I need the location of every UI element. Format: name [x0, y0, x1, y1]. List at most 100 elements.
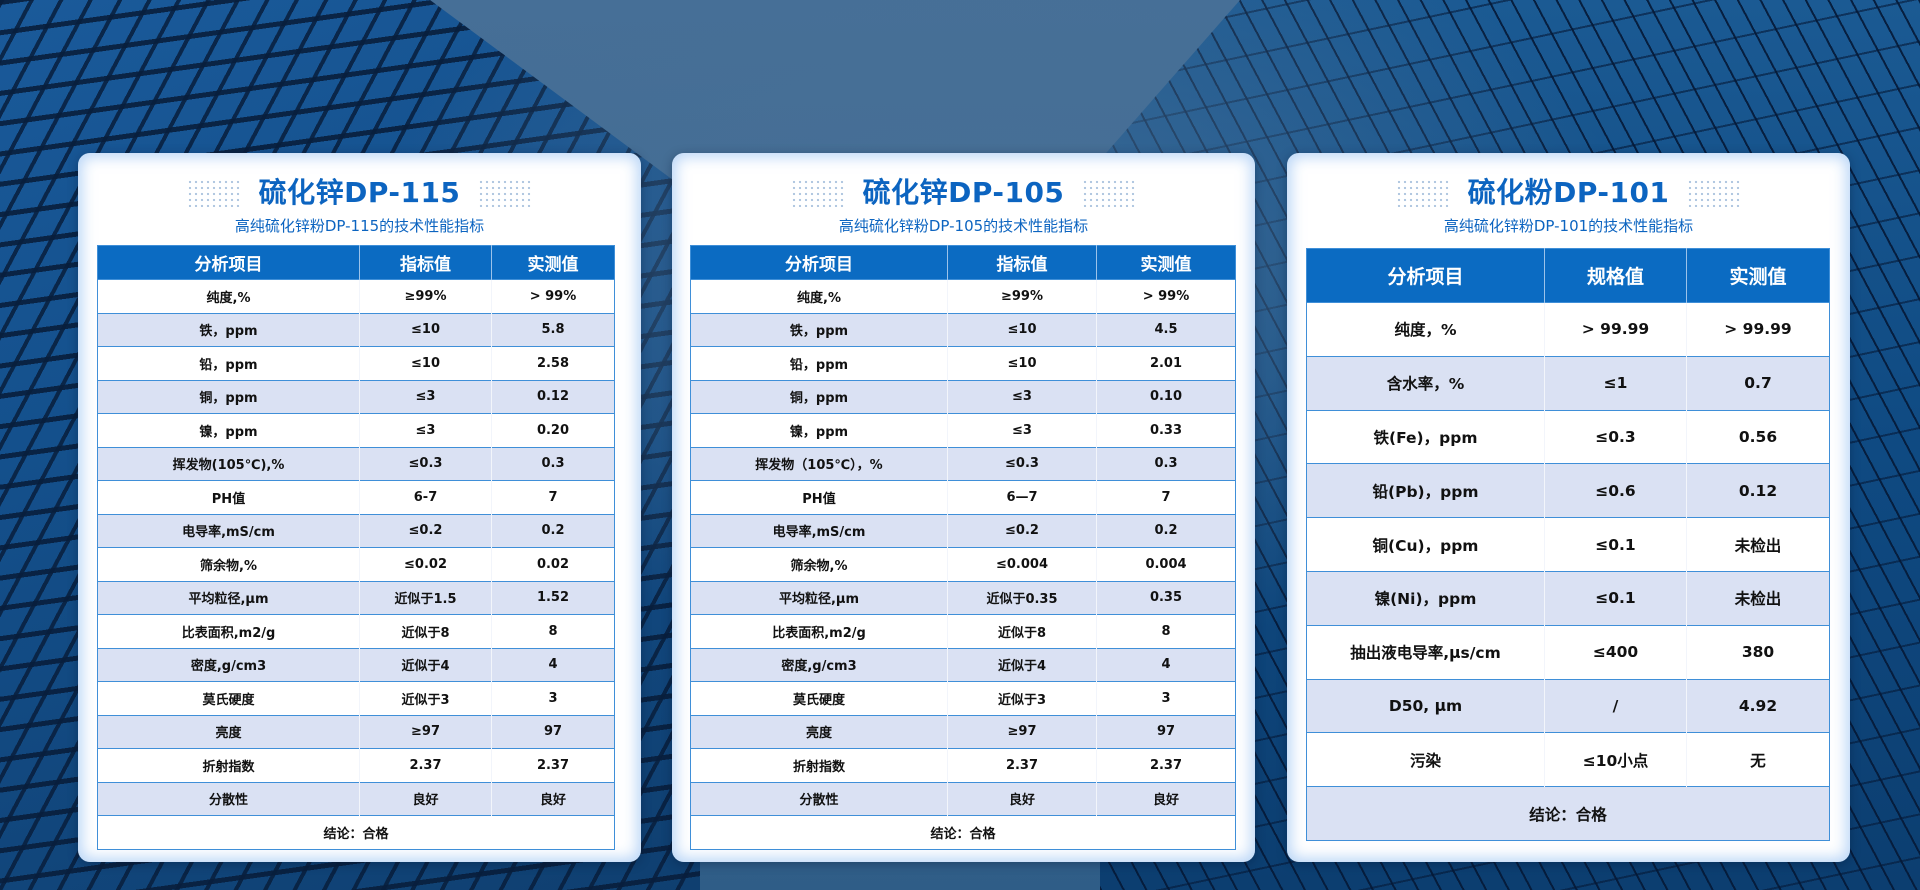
- table-row: PH值 6—7 7: [690, 480, 1236, 514]
- item-cell: 平均粒径,μm: [97, 580, 360, 615]
- measured-value-cell: 0.10: [1096, 379, 1236, 414]
- item-cell: 挥发物(105℃),%: [97, 446, 360, 481]
- item-cell: 铅，ppm: [97, 346, 360, 380]
- table-header-row: 分析项目 指标值 实测值: [97, 245, 615, 280]
- spec-value-cell: ≤10: [359, 346, 492, 380]
- measured-value-cell: 0.7: [1686, 355, 1830, 411]
- measured-value-cell: 良好: [491, 781, 615, 816]
- table-row: 亮度 ≥97 97: [690, 714, 1236, 749]
- table-row: 亮度 ≥97 97: [97, 714, 615, 749]
- table-row: 铅，ppm ≤10 2.01: [690, 346, 1236, 380]
- item-cell: 密度,g/cm3: [97, 647, 360, 682]
- item-cell: 铅(Pb)，ppm: [1306, 463, 1545, 518]
- conclusion-cell: 结论：合格: [97, 815, 615, 849]
- spec-value-cell: ≤0.2: [359, 513, 492, 548]
- table-row: 铜，ppm ≤3 0.10: [690, 379, 1236, 414]
- spec-value-cell: 2.37: [947, 748, 1097, 782]
- conclusion-row: 结论：合格: [1306, 786, 1830, 841]
- measured-value-cell: 0.56: [1686, 409, 1830, 464]
- card-title: 硫化锌DP-115: [258, 176, 461, 209]
- spec-card-dp115: 硫化锌DP-115 高纯硫化锌粉DP-115的技术性能指标 分析项目 指标值 实测值…: [78, 153, 641, 862]
- conclusion-row: 结论：合格: [690, 815, 1236, 849]
- table-row: 铁(Fe)，ppm ≤0.3 0.56: [1306, 409, 1830, 464]
- measured-value-cell: 2.37: [1096, 748, 1236, 782]
- column-header: 实测值: [491, 245, 615, 280]
- spec-card-dp101: 硫化粉DP-101 高纯硫化锌粉DP-101的技术性能指标 分析项目 规格值 实测值…: [1287, 153, 1850, 862]
- measured-value-cell: 未检出: [1686, 570, 1830, 626]
- spec-value-cell: ≤0.2: [947, 513, 1097, 548]
- spec-value-cell: ≤10: [359, 312, 492, 347]
- spec-value-cell: 6-7: [359, 480, 492, 514]
- measured-value-cell: 未检出: [1686, 517, 1830, 572]
- measured-value-cell: 0.12: [1686, 463, 1830, 518]
- item-cell: 分散性: [97, 781, 360, 816]
- measured-value-cell: 380: [1686, 624, 1830, 680]
- item-cell: 比表面积,m2/g: [97, 614, 360, 648]
- item-cell: 平均粒径,μm: [690, 580, 948, 615]
- item-cell: 铜，ppm: [690, 379, 948, 414]
- dot-pattern-icon: [1687, 179, 1742, 207]
- spec-value-cell: /: [1544, 678, 1687, 733]
- table-row: 电导率,mS/cm ≤0.2 0.2: [97, 513, 615, 548]
- measured-value-cell: 0.35: [1096, 580, 1236, 615]
- measured-value-cell: > 99.99: [1686, 302, 1830, 357]
- spec-value-cell: ≥97: [359, 714, 492, 749]
- measured-value-cell: 5.8: [491, 312, 615, 347]
- item-cell: 铜(Cu)，ppm: [1306, 517, 1545, 572]
- column-header: 指标值: [947, 245, 1097, 280]
- table-row: 污染 ≤10小点无: [1306, 732, 1830, 787]
- table-row: 含水率，% ≤1 0.7: [1306, 355, 1830, 411]
- item-cell: 污染: [1306, 732, 1545, 787]
- card-header: 硫化锌DP-105 高纯硫化锌粉DP-105的技术性能指标: [672, 174, 1255, 236]
- table-row: 筛余物,% ≤0.02 0.02: [97, 547, 615, 581]
- conclusion-cell: 结论：合格: [690, 815, 1236, 849]
- spec-value-cell: 近似于4: [947, 647, 1097, 682]
- measured-value-cell: 3: [491, 681, 615, 715]
- item-cell: 挥发物（105℃），%: [690, 446, 948, 481]
- table-row: 筛余物,% ≤0.004 0.004: [690, 547, 1236, 581]
- table-row: 折射指数 2.37 2.37: [97, 748, 615, 782]
- spec-value-cell: 近似于3: [359, 681, 492, 715]
- table-row: 平均粒径,μm 近似于1.5 1.52: [97, 580, 615, 615]
- item-cell: 镍，ppm: [97, 413, 360, 447]
- measured-value-cell: 2.01: [1096, 346, 1236, 380]
- item-cell: 含水率，%: [1306, 355, 1545, 411]
- measured-value-cell: 8: [1096, 614, 1236, 648]
- card-title: 硫化粉DP-101: [1467, 176, 1670, 209]
- spec-value-cell: ≥99%: [359, 279, 492, 313]
- table-row: 镍，ppm ≤3 0.33: [690, 413, 1236, 447]
- table-row: 纯度,% ≥99% > 99%: [97, 279, 615, 313]
- spec-value-cell: ≤0.3: [1544, 409, 1687, 464]
- item-cell: 密度,g/cm3: [690, 647, 948, 682]
- measured-value-cell: 0.12: [491, 379, 615, 414]
- dot-pattern-icon: [186, 179, 241, 207]
- spec-value-cell: 良好: [947, 781, 1097, 816]
- spec-value-cell: 良好: [359, 781, 492, 816]
- item-cell: 纯度,%: [690, 279, 948, 313]
- dot-pattern-icon: [1395, 179, 1450, 207]
- spec-value-cell: 6—7: [947, 480, 1097, 514]
- spec-value-cell: 近似于8: [947, 614, 1097, 648]
- spec-value-cell: ≤0.02: [359, 547, 492, 581]
- spec-value-cell: 近似于4: [359, 647, 492, 682]
- table-row: 比表面积,m2/g 近似于8 8: [690, 614, 1236, 648]
- table-row: 平均粒径,μm 近似于0.35 0.35: [690, 580, 1236, 615]
- item-cell: 铁，ppm: [97, 312, 360, 347]
- column-header: 分析项目: [1306, 248, 1545, 303]
- item-cell: 铁(Fe)，ppm: [1306, 409, 1545, 464]
- spec-table: 分析项目 指标值 实测值 纯度,% ≥99% > 99% 铁，ppm ≤10 4.5 铅，ppm…: [690, 245, 1236, 850]
- table-row: 比表面积,m2/g 近似于8 8: [97, 614, 615, 648]
- item-cell: 折射指数: [690, 748, 948, 782]
- spec-value-cell: ≤0.1: [1544, 570, 1687, 626]
- spec-value-cell: ≤0.004: [947, 547, 1097, 581]
- conclusion-row: 结论：合格: [97, 815, 615, 849]
- measured-value-cell: 无: [1686, 732, 1830, 787]
- measured-value-cell: 4: [1096, 647, 1236, 682]
- table-row: 电导率,mS/cm ≤0.2 0.2: [690, 513, 1236, 548]
- item-cell: 铅，ppm: [690, 346, 948, 380]
- spec-value-cell: 近似于3: [947, 681, 1097, 715]
- table-row: 纯度，% > 99.99 > 99.99: [1306, 302, 1830, 357]
- card-subtitle: 高纯硫化锌粉DP-115的技术性能指标: [234, 217, 485, 235]
- measured-value-cell: 2.37: [491, 748, 615, 782]
- dot-pattern-icon: [478, 179, 533, 207]
